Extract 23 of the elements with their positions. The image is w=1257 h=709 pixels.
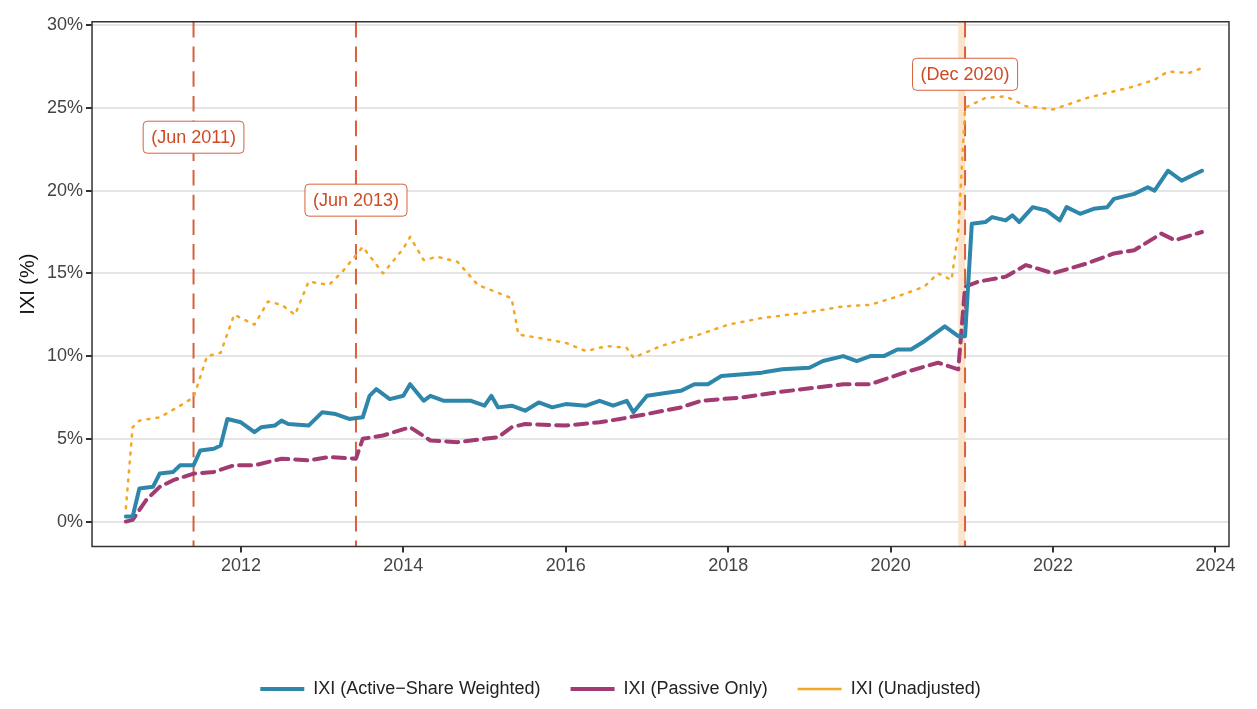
y-tick-label: 5%	[57, 427, 84, 448]
x-tick-label: 2018	[708, 555, 749, 576]
y-tick-label: 15%	[47, 262, 84, 283]
line-series	[124, 66, 1204, 510]
ref-line-label: (Dec 2020)	[920, 64, 1010, 85]
y-tick-label: 25%	[47, 96, 84, 117]
legend-label: IXI (Active−Share Weighted)	[313, 677, 541, 698]
x-tick-label: 2012	[220, 555, 261, 576]
y-tick-label: 20%	[47, 179, 84, 200]
x-tick-label: 2020	[870, 555, 911, 576]
y-axis-title: IXI (%)	[15, 253, 38, 315]
x-tick-label: 2014	[383, 555, 424, 576]
x-tick-label: 2024	[1195, 555, 1236, 576]
x-tick-label: 2022	[1033, 555, 1074, 576]
y-tick-label: 30%	[47, 14, 84, 35]
y-tick-label: 0%	[57, 510, 84, 531]
legend-label: IXI (Unadjusted)	[850, 677, 981, 698]
legend-label: IXI (Passive Only)	[623, 677, 768, 698]
ref-line-label: (Jun 2011)	[151, 127, 236, 148]
line-series	[123, 229, 1204, 524]
x-tick-label: 2016	[545, 555, 586, 576]
y-tick-label: 10%	[47, 345, 84, 366]
ref-line-label: (Jun 2013)	[312, 190, 399, 211]
